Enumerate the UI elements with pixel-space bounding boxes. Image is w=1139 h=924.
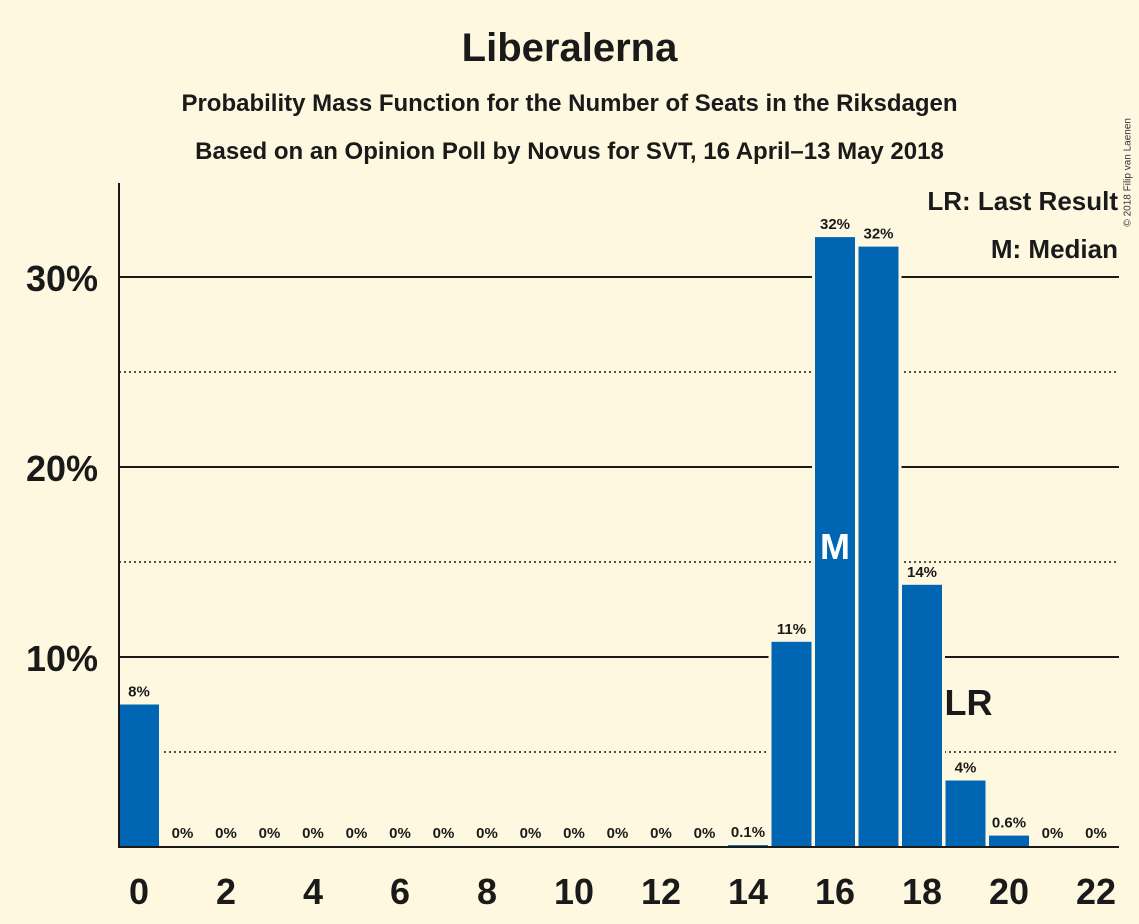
data-label-seat-3: 0% bbox=[259, 825, 281, 842]
median-marker: M bbox=[820, 526, 850, 567]
data-label-seat-19: 4% bbox=[955, 760, 977, 777]
data-label-seat-7: 0% bbox=[433, 825, 455, 842]
x-tick-label-16: 16 bbox=[815, 871, 855, 912]
data-label-seat-11: 0% bbox=[607, 825, 629, 842]
x-tick-label-8: 8 bbox=[477, 871, 497, 912]
y-tick-label-10: 10% bbox=[26, 638, 98, 679]
bar-seat-18 bbox=[902, 584, 942, 847]
data-label-seat-21: 0% bbox=[1042, 825, 1064, 842]
y-tick-label-20: 20% bbox=[26, 448, 98, 489]
data-label-seat-10: 0% bbox=[563, 825, 585, 842]
data-label-seat-16: 32% bbox=[820, 216, 850, 233]
bar-halo bbox=[725, 842, 771, 847]
last-result-marker: LR bbox=[945, 682, 993, 723]
bar-seat-15 bbox=[771, 641, 812, 847]
x-tick-label-14: 14 bbox=[728, 871, 768, 912]
bar-seat-19 bbox=[945, 780, 986, 847]
x-tick-label-6: 6 bbox=[390, 871, 410, 912]
data-label-seat-0: 8% bbox=[128, 684, 150, 701]
x-tick-label-10: 10 bbox=[554, 871, 594, 912]
data-label-seat-8: 0% bbox=[476, 825, 498, 842]
data-label-seat-1: 0% bbox=[172, 825, 194, 842]
x-tick-label-4: 4 bbox=[303, 871, 323, 912]
legend-median: M: Median bbox=[990, 234, 1118, 264]
data-label-seat-5: 0% bbox=[346, 825, 368, 842]
data-label-seat-2: 0% bbox=[215, 825, 237, 842]
x-tick-label-0: 0 bbox=[129, 871, 149, 912]
x-tick-label-20: 20 bbox=[989, 871, 1029, 912]
data-label-seat-20: 0.6% bbox=[992, 815, 1026, 832]
data-label-seat-9: 0% bbox=[520, 825, 542, 842]
chart-subtitle-line-2: Based on an Opinion Poll by Novus for SV… bbox=[195, 138, 944, 165]
data-label-seat-12: 0% bbox=[650, 825, 672, 842]
data-label-seat-4: 0% bbox=[302, 825, 324, 842]
legend-last-result: LR: Last Result bbox=[927, 186, 1118, 216]
y-tick-label-30: 30% bbox=[26, 258, 98, 299]
data-label-seat-22: 0% bbox=[1085, 825, 1107, 842]
x-tick-label-12: 12 bbox=[641, 871, 681, 912]
data-label-seat-6: 0% bbox=[389, 825, 411, 842]
data-label-seat-15: 11% bbox=[777, 621, 806, 638]
bar-seat-16 bbox=[815, 237, 855, 848]
x-tick-label-18: 18 bbox=[902, 871, 942, 912]
chart-title: Liberalerna bbox=[461, 26, 678, 70]
data-label-seat-17: 32% bbox=[863, 226, 893, 243]
data-label-seat-18: 14% bbox=[907, 564, 937, 581]
x-tick-label-22: 22 bbox=[1076, 871, 1116, 912]
chart-subtitle-line-1: Probability Mass Function for the Number… bbox=[181, 90, 958, 117]
bar-seat-0 bbox=[119, 704, 159, 847]
bar-seat-20 bbox=[989, 835, 1029, 847]
bar-seat-17 bbox=[858, 246, 899, 848]
data-label-seat-13: 0% bbox=[694, 825, 716, 842]
data-label-seat-14: 0.1% bbox=[731, 824, 765, 841]
x-tick-label-2: 2 bbox=[216, 871, 236, 912]
